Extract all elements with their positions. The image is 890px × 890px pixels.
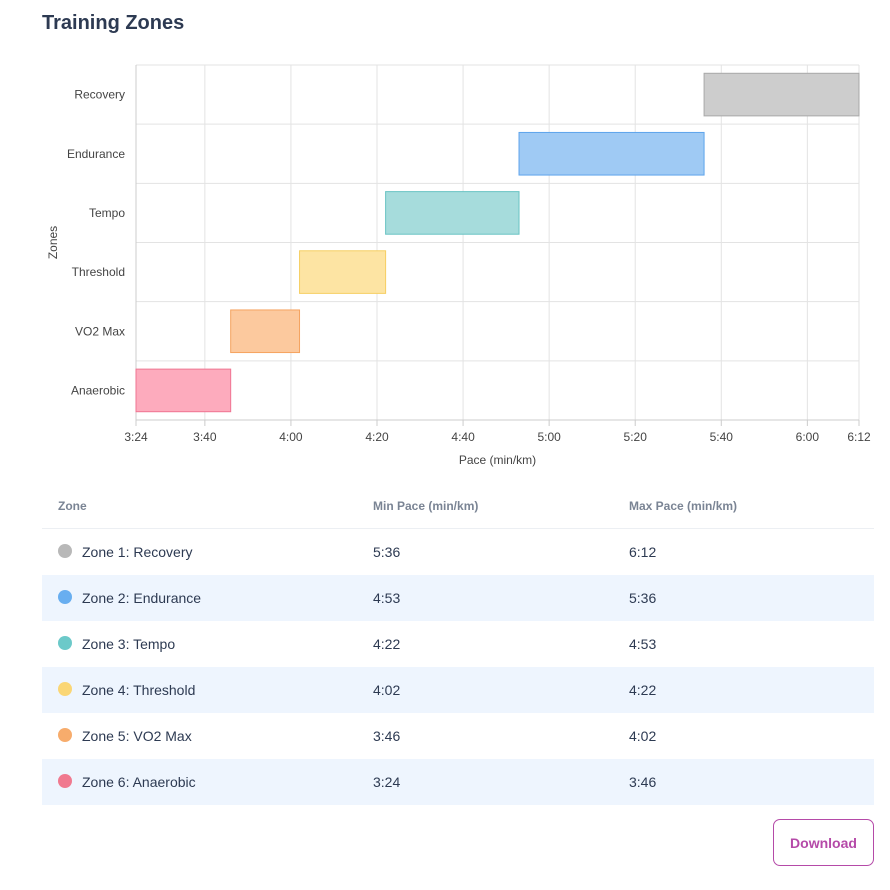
zone-color-dot-icon (58, 636, 72, 650)
x-axis-title: Pace (min/km) (459, 453, 536, 467)
zone-bar (385, 191, 520, 235)
min-pace-cell: 4:22 (373, 636, 401, 652)
x-tick-label: 3:24 (124, 430, 148, 444)
max-pace-cell: 5:36 (629, 575, 874, 621)
max-pace-column-header: Max Pace (min/km) (629, 484, 874, 529)
zone-color-dot-icon (58, 682, 72, 696)
x-tick-label: 5:40 (710, 430, 734, 444)
zone-name: Zone 5: VO2 Max (82, 728, 192, 744)
table-row: Zone 4: Threshold 4:02 4:22 (42, 667, 874, 713)
zone-name: Zone 3: Tempo (82, 636, 176, 652)
min-pace-cell: 4:53 (373, 575, 629, 621)
x-tick-label: 4:00 (279, 430, 303, 444)
min-pace-cell: 3:24 (373, 759, 629, 805)
table-row: Zone 3: Tempo 4:22 4:53 (42, 621, 874, 667)
x-tick-label: 4:20 (365, 430, 389, 444)
zone-bar (230, 309, 301, 354)
zone-bar (703, 72, 860, 117)
y-axis-title: Zones (46, 226, 60, 259)
y-tick-label: Endurance (67, 147, 125, 161)
x-tick-label: 6:00 (796, 430, 820, 444)
x-tick-label: 5:20 (624, 430, 648, 444)
y-tick-label: Recovery (74, 88, 125, 102)
zone-bar (299, 250, 387, 294)
zone-name: Zone 4: Threshold (82, 682, 196, 698)
table-row: Zone 5: VO2 Max 3:46 4:02 (42, 713, 874, 759)
zone-color-dot-icon (58, 728, 72, 742)
min-pace-cell: 4:02 (373, 667, 629, 713)
table-row: Zone 6: Anaerobic 3:24 3:46 (42, 759, 874, 805)
y-tick-label: Anaerobic (71, 383, 125, 397)
table-header-row: Zone Min Pace (min/km) Max Pace (min/km) (42, 484, 874, 529)
zone-cell: Zone 2: Endurance (42, 575, 373, 621)
zones-table: Zone Min Pace (min/km) Max Pace (min/km)… (42, 484, 874, 805)
y-tick-label: VO2 Max (75, 324, 125, 338)
x-tick-label: 6:12 (847, 430, 871, 444)
min-pace-cell: 3:46 (373, 728, 401, 744)
download-button[interactable]: Download (773, 819, 874, 866)
max-pace-cell: 3:46 (629, 759, 874, 805)
max-pace-cell: 6:12 (629, 544, 657, 560)
zone-column-header: Zone (42, 484, 373, 529)
zone-name: Zone 1: Recovery (82, 544, 193, 560)
zone-color-dot-icon (58, 544, 72, 558)
zone-color-dot-icon (58, 774, 72, 788)
max-pace-cell: 4:53 (629, 636, 657, 652)
x-tick-label: 5:00 (537, 430, 561, 444)
zone-cell: Zone 4: Threshold (42, 667, 373, 713)
zone-name: Zone 2: Endurance (82, 590, 202, 606)
table-row: Zone 1: Recovery 5:36 6:12 (42, 529, 874, 576)
min-pace-column-header: Min Pace (min/km) (373, 484, 629, 529)
max-pace-cell: 4:02 (629, 728, 657, 744)
training-zones-chart: 3:24 3:40 4:00 4:20 4:40 5:00 5:20 5:40 6:00 6:12… (46, 64, 871, 467)
min-pace-cell: 5:36 (373, 544, 401, 560)
zone-cell: Zone 6: Anaerobic (42, 759, 373, 805)
y-tick-label: Tempo (89, 206, 125, 220)
zone-cell: Zone 5: VO2 Max (42, 713, 373, 759)
zone-name: Zone 6: Anaerobic (82, 774, 196, 790)
zone-bar (518, 131, 705, 176)
x-tick-label: 4:40 (451, 430, 475, 444)
zone-cell: Zone 3: Tempo (42, 621, 373, 667)
x-tick-label: 3:40 (193, 430, 217, 444)
table-row: Zone 2: Endurance 4:53 5:36 (42, 575, 874, 621)
zone-cell: Zone 1: Recovery (42, 529, 373, 576)
y-tick-label: Threshold (72, 265, 125, 279)
zone-color-dot-icon (58, 590, 72, 604)
max-pace-cell: 4:22 (629, 667, 874, 713)
page-title: Training Zones (42, 12, 185, 34)
zone-bar (135, 368, 232, 413)
